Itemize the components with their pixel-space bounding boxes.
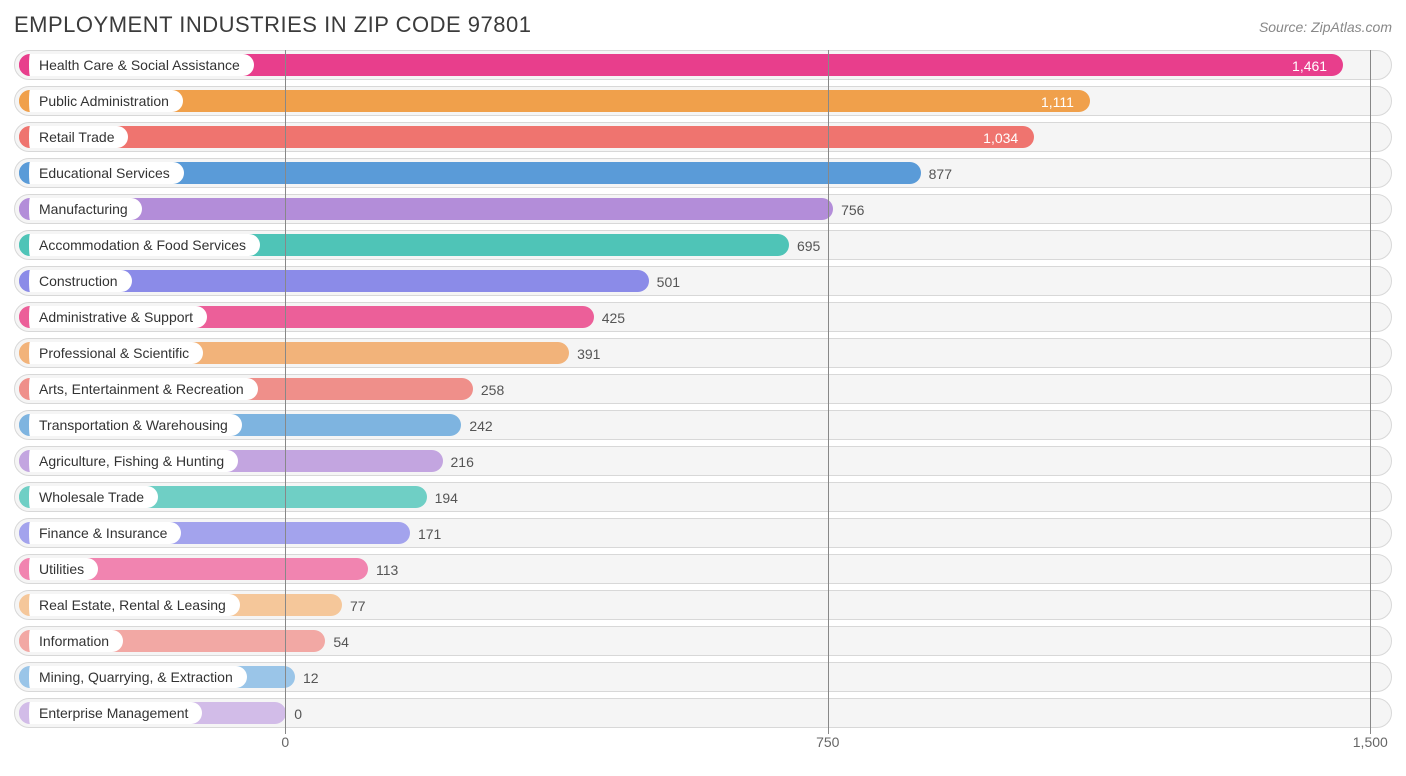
bar-label: Retail Trade: [19, 126, 128, 148]
bar-value: 171: [410, 519, 441, 549]
bar-label: Accommodation & Food Services: [19, 234, 260, 256]
bar-row: Utilities 113: [14, 554, 1392, 584]
axis-tick-label: 750: [816, 734, 839, 750]
bar-row: Manufacturing 756: [14, 194, 1392, 224]
axis-tick-label: 1,500: [1353, 734, 1388, 750]
bar-row: Mining, Quarrying, & Extraction 12: [14, 662, 1392, 692]
bar-fill: [19, 126, 1034, 148]
bar-value: 54: [325, 627, 349, 657]
chart-area: Health Care & Social Assistance 1,461 Publ…: [14, 50, 1392, 758]
bar-row: Public Administration 1,111: [14, 86, 1392, 116]
bar-label: Wholesale Trade: [19, 486, 158, 508]
bar-row: Accommodation & Food Services 695: [14, 230, 1392, 260]
bar-row: Finance & Insurance 171: [14, 518, 1392, 548]
bar-value: 877: [921, 159, 952, 189]
bar-value: 242: [461, 411, 492, 441]
bar-value: 391: [569, 339, 600, 369]
bar-row: Administrative & Support 425: [14, 302, 1392, 332]
bar-value: 501: [649, 267, 680, 297]
bar-label: Construction: [19, 270, 132, 292]
bar-value: 1,111: [1041, 87, 1086, 117]
x-axis: 0 750 1,500: [14, 734, 1392, 758]
bar-label: Administrative & Support: [19, 306, 207, 328]
chart-title: EMPLOYMENT INDUSTRIES IN ZIP CODE 97801: [14, 12, 532, 38]
bar-label: Educational Services: [19, 162, 184, 184]
bar-value: 425: [594, 303, 625, 333]
bar-value: 756: [833, 195, 864, 225]
bar-label: Mining, Quarrying, & Extraction: [19, 666, 247, 688]
bar-row: Arts, Entertainment & Recreation 258: [14, 374, 1392, 404]
bar-value: 12: [295, 663, 319, 693]
bar-value: 258: [473, 375, 504, 405]
bar-label: Public Administration: [19, 90, 183, 112]
bar-row: Professional & Scientific 391: [14, 338, 1392, 368]
bar-row: Transportation & Warehousing 242: [14, 410, 1392, 440]
bar-label: Enterprise Management: [19, 702, 202, 724]
bar-label: Agriculture, Fishing & Hunting: [19, 450, 238, 472]
bar-label: Utilities: [19, 558, 98, 580]
bar-value: 77: [342, 591, 366, 621]
bar-label: Professional & Scientific: [19, 342, 203, 364]
bar-row: Information 54: [14, 626, 1392, 656]
bar-value: 194: [427, 483, 458, 513]
bar-row: Wholesale Trade 194: [14, 482, 1392, 512]
bar-label: Arts, Entertainment & Recreation: [19, 378, 258, 400]
chart-header: EMPLOYMENT INDUSTRIES IN ZIP CODE 97801 …: [14, 12, 1392, 38]
bar-value: 113: [368, 555, 398, 585]
bar-row: Educational Services 877: [14, 158, 1392, 188]
axis-tick-label: 0: [281, 734, 289, 750]
bar-row: Agriculture, Fishing & Hunting 216: [14, 446, 1392, 476]
bar-row: Real Estate, Rental & Leasing 77: [14, 590, 1392, 620]
bar-value: 695: [789, 231, 820, 261]
bar-label: Health Care & Social Assistance: [19, 54, 254, 76]
bar-value: 1,461: [1292, 51, 1339, 81]
bar-label: Manufacturing: [19, 198, 142, 220]
chart-source: Source: ZipAtlas.com: [1259, 19, 1392, 35]
bar-value: 0: [286, 699, 302, 729]
bar-label: Finance & Insurance: [19, 522, 181, 544]
bar-value: 1,034: [983, 123, 1030, 153]
bar-value: 216: [443, 447, 474, 477]
bar-row: Construction 501: [14, 266, 1392, 296]
bar-row: Health Care & Social Assistance 1,461: [14, 50, 1392, 80]
bar-label: Information: [19, 630, 123, 652]
bar-label: Transportation & Warehousing: [19, 414, 242, 436]
bars-container: Health Care & Social Assistance 1,461 Publ…: [14, 50, 1392, 728]
bar-label: Real Estate, Rental & Leasing: [19, 594, 240, 616]
bar-row: Retail Trade 1,034: [14, 122, 1392, 152]
bar-row: Enterprise Management 0: [14, 698, 1392, 728]
